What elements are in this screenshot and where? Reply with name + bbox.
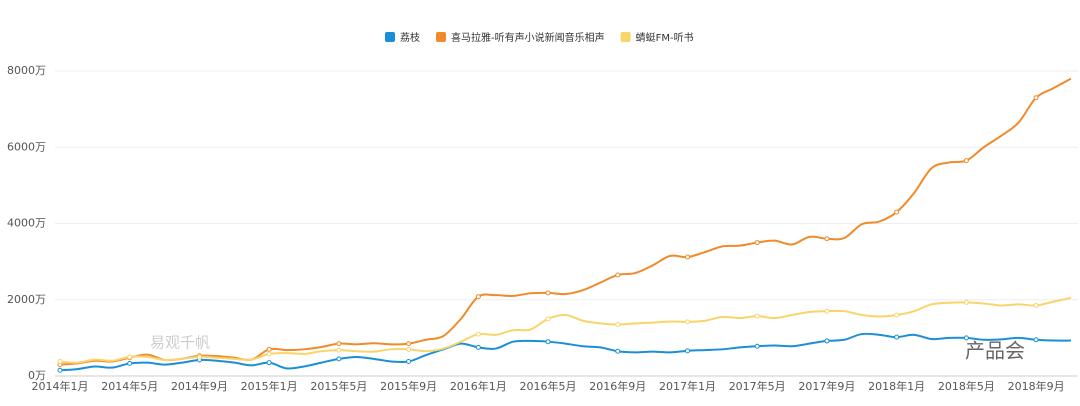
legend-swatch — [385, 32, 395, 42]
point-marker — [1033, 337, 1039, 343]
point-marker — [824, 236, 830, 242]
point-marker — [894, 209, 900, 215]
point-marker — [963, 299, 969, 305]
x-tick-label: 2015年9月 — [380, 379, 437, 393]
point-marker — [545, 316, 551, 322]
point-marker — [615, 348, 621, 354]
series-line — [59, 77, 1072, 366]
point-marker — [127, 360, 133, 366]
x-tick-label: 2018年1月 — [868, 379, 925, 393]
point-marker — [1033, 302, 1039, 308]
point-marker — [57, 367, 63, 373]
x-tick-label: 2014年9月 — [171, 379, 228, 393]
y-tick-label: 0万 — [28, 369, 46, 382]
point-marker — [824, 338, 830, 344]
point-marker — [545, 339, 551, 345]
point-marker — [894, 312, 900, 318]
point-marker — [336, 356, 342, 362]
point-marker — [754, 343, 760, 349]
point-marker — [963, 335, 969, 341]
y-tick-label: 6000万 — [7, 140, 46, 153]
point-marker — [57, 359, 63, 365]
point-marker — [963, 158, 969, 164]
x-tick-label: 2018年5月 — [938, 379, 995, 393]
legend-swatch — [620, 32, 631, 42]
point-marker — [475, 294, 481, 300]
point-marker — [336, 341, 342, 347]
x-tick-label: 2014年1月 — [32, 379, 89, 393]
point-marker — [336, 347, 342, 353]
point-marker — [1033, 95, 1039, 101]
legend-swatch — [436, 32, 446, 42]
point-marker — [684, 319, 690, 325]
x-tick-label: 2016年5月 — [520, 379, 577, 393]
legend-label: 蜻蜓FM-听书 — [636, 31, 694, 44]
point-marker — [615, 272, 621, 278]
y-tick-label: 4000万 — [7, 217, 46, 230]
series-line — [59, 296, 1072, 364]
point-marker — [475, 331, 481, 337]
legend-label: 荔枝 — [400, 31, 420, 44]
point-marker — [196, 354, 202, 360]
x-tick-label: 2016年9月 — [589, 379, 646, 393]
x-tick-label: 2016年1月 — [450, 379, 507, 393]
series-line — [59, 332, 1071, 372]
point-marker — [475, 344, 481, 350]
point-marker — [406, 341, 412, 347]
point-marker — [406, 346, 412, 352]
point-marker — [615, 322, 621, 328]
y-tick-label: 8000万 — [7, 64, 46, 77]
point-marker — [894, 334, 900, 340]
point-marker — [266, 351, 272, 357]
x-tick-label: 2018年9月 — [1008, 379, 1065, 393]
point-marker — [684, 254, 690, 260]
x-tick-label: 2017年1月 — [659, 379, 716, 393]
point-marker — [127, 354, 133, 360]
point-marker — [406, 359, 412, 365]
point-marker — [754, 313, 760, 319]
watermark: 产品会 — [965, 339, 1025, 363]
point-marker — [266, 346, 272, 352]
x-tick-label: 2014年5月 — [101, 379, 158, 393]
point-marker — [824, 308, 830, 314]
point-marker — [545, 290, 551, 296]
x-tick-label: 2015年1月 — [241, 379, 298, 393]
point-marker — [754, 240, 760, 246]
watermark: 易观千帆 — [150, 334, 210, 352]
x-tick-label: 2017年9月 — [798, 379, 855, 393]
x-tick-label: 2015年5月 — [310, 379, 367, 393]
y-tick-label: 2000万 — [7, 293, 46, 306]
point-marker — [684, 348, 690, 354]
legend-label: 喜马拉雅-听有声小说新闻音乐相声 — [451, 31, 605, 44]
x-tick-label: 2017年5月 — [729, 379, 786, 393]
point-marker — [266, 360, 272, 366]
